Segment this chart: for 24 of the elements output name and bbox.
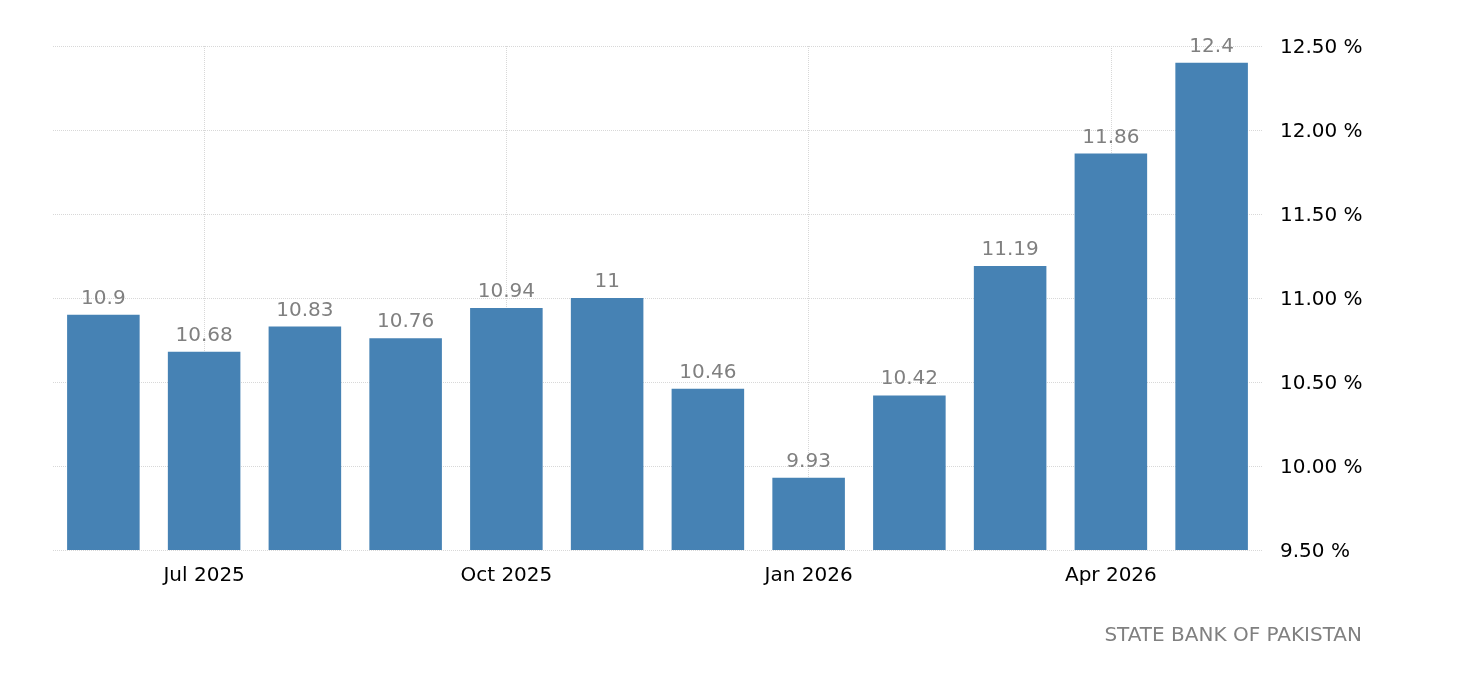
y-tick-label: 10.00 % — [1280, 454, 1363, 478]
x-tick-label: Jul 2025 — [161, 562, 245, 586]
data-label: 11.19 — [981, 236, 1039, 261]
text: STATE BANK OF PAKISTAN — [1104, 622, 1363, 646]
y-tick-label: 9.50 % — [1280, 538, 1350, 562]
data-label: 10.42 — [880, 365, 939, 390]
x-tick-label: Jan 2026 — [762, 562, 853, 586]
data-label: 10.46 — [679, 358, 737, 383]
y-tick-label: 12.00 % — [1280, 118, 1363, 142]
data-label: 12.4 — [1189, 32, 1234, 57]
data-label: 11.86 — [1082, 123, 1140, 148]
data-label: 10.83 — [276, 296, 334, 321]
data-label: 10.68 — [175, 321, 233, 346]
data-label: 10.9 — [81, 284, 126, 309]
y-tick-label: 11.50 % — [1280, 202, 1363, 226]
data-label: 10.94 — [477, 278, 536, 303]
y-tick-label: 12.50 % — [1280, 34, 1363, 58]
data-label: 10.76 — [376, 308, 435, 333]
x-tick-label: Oct 2025 — [460, 562, 553, 586]
y-tick-label: 10.50 % — [1280, 370, 1363, 394]
x-tick-label: Apr 2026 — [1064, 562, 1157, 586]
data-label: 9.93 — [786, 447, 831, 472]
data-label: 11 — [594, 268, 620, 292]
y-tick-label: 11.00 % — [1280, 286, 1363, 310]
